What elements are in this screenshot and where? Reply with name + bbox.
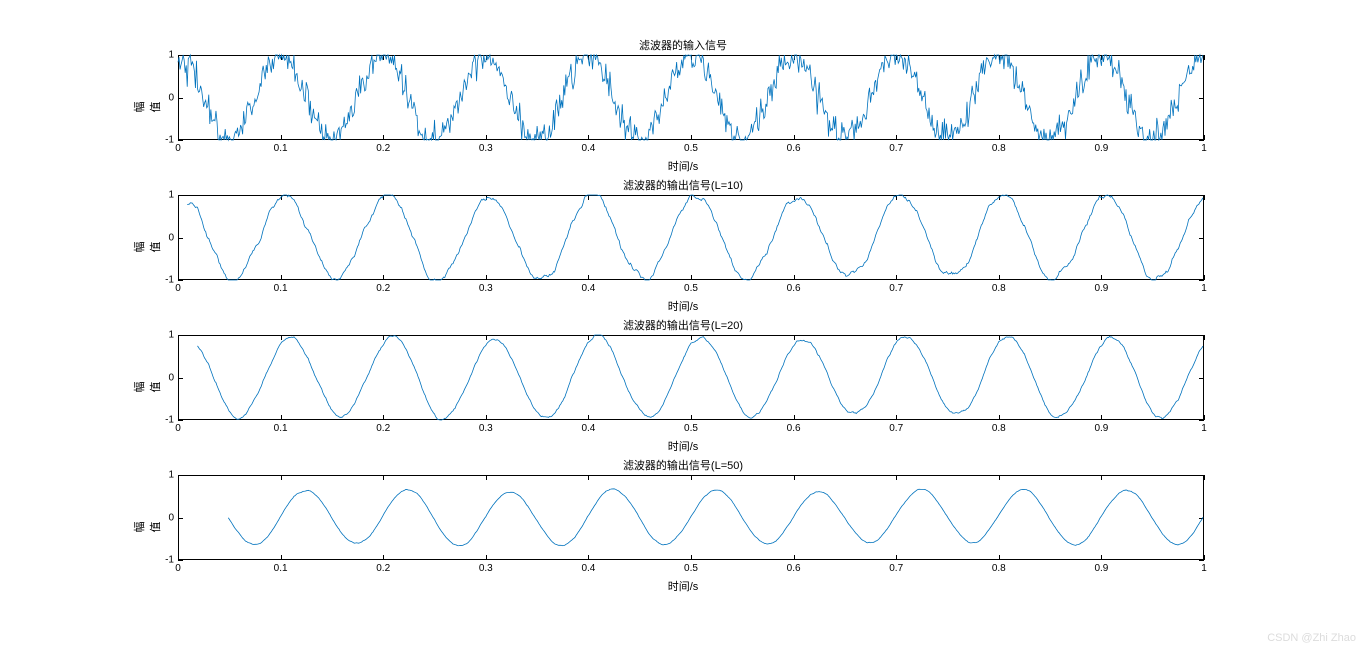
x-tick-label: 0.1 xyxy=(274,563,288,574)
y-tick xyxy=(178,560,183,561)
x-tick-label: 1 xyxy=(1201,283,1207,294)
x-tick-label: 1 xyxy=(1201,563,1207,574)
x-tick xyxy=(1204,275,1205,280)
y-tick-label: -1 xyxy=(156,275,174,286)
y-tick-right xyxy=(1199,420,1204,421)
x-tick-label: 0.8 xyxy=(992,143,1006,154)
x-tick-label: 0.7 xyxy=(889,143,903,154)
y-tick-label: 0 xyxy=(156,92,174,103)
x-tick-label: 0.2 xyxy=(376,143,390,154)
x-tick-label: 1 xyxy=(1201,143,1207,154)
y-tick xyxy=(178,420,183,421)
x-tick-label: 0.6 xyxy=(787,143,801,154)
x-tick-top xyxy=(1204,55,1205,60)
x-axis-label: 时间/s xyxy=(0,578,1366,594)
x-tick xyxy=(1204,415,1205,420)
y-tick-label: 0 xyxy=(156,232,174,243)
y-tick-label: -1 xyxy=(156,135,174,146)
signal-line xyxy=(178,335,1204,420)
x-tick-top xyxy=(1204,475,1205,480)
x-tick-label: 0.9 xyxy=(1094,563,1108,574)
x-tick-label: 1 xyxy=(1201,423,1207,434)
x-tick-label: 0.1 xyxy=(274,143,288,154)
x-tick-label: 0.5 xyxy=(684,143,698,154)
x-tick-label: 0.3 xyxy=(479,143,493,154)
x-tick-top xyxy=(1204,335,1205,340)
y-tick-right xyxy=(1199,280,1204,281)
y-tick-right xyxy=(1199,560,1204,561)
x-tick-label: 0.4 xyxy=(581,283,595,294)
subplot-3: 滤波器的输出信号(L=50)幅值时间/s00.10.20.30.40.50.60… xyxy=(0,475,1366,560)
x-tick-label: 0 xyxy=(175,143,181,154)
x-axis-label: 时间/s xyxy=(0,438,1366,454)
subplot-2: 滤波器的输出信号(L=20)幅值时间/s00.10.20.30.40.50.60… xyxy=(0,335,1366,420)
y-tick-label: 1 xyxy=(156,190,174,201)
x-tick-label: 0 xyxy=(175,283,181,294)
x-tick-label: 0.9 xyxy=(1094,143,1108,154)
x-axis-label: 时间/s xyxy=(0,298,1366,314)
x-tick-label: 0.5 xyxy=(684,563,698,574)
x-tick xyxy=(1204,135,1205,140)
plot-title: 滤波器的输出信号(L=20) xyxy=(0,317,1366,333)
x-tick-label: 0.3 xyxy=(479,283,493,294)
x-tick-label: 0.4 xyxy=(581,563,595,574)
x-tick-label: 0.1 xyxy=(274,423,288,434)
y-tick-label: 1 xyxy=(156,50,174,61)
x-tick-label: 0.6 xyxy=(787,563,801,574)
x-tick-label: 0.7 xyxy=(889,563,903,574)
y-tick-label: 1 xyxy=(156,330,174,341)
plot-title: 滤波器的输出信号(L=10) xyxy=(0,177,1366,193)
x-tick-label: 0.8 xyxy=(992,423,1006,434)
x-tick-label: 0.5 xyxy=(684,423,698,434)
y-tick-label: 0 xyxy=(156,512,174,523)
x-tick-label: 0.8 xyxy=(992,283,1006,294)
x-tick-label: 0.8 xyxy=(992,563,1006,574)
plot-title: 滤波器的输出信号(L=50) xyxy=(0,457,1366,473)
watermark: CSDN @Zhi Zhao xyxy=(1267,632,1356,644)
y-tick-label: -1 xyxy=(156,555,174,566)
x-tick-label: 0.3 xyxy=(479,423,493,434)
x-tick-label: 0.5 xyxy=(684,283,698,294)
figure: 滤波器的输入信号幅值时间/s00.10.20.30.40.50.60.70.80… xyxy=(0,0,1366,650)
subplot-0: 滤波器的输入信号幅值时间/s00.10.20.30.40.50.60.70.80… xyxy=(0,55,1366,140)
y-tick xyxy=(178,280,183,281)
x-tick-label: 0.2 xyxy=(376,563,390,574)
x-tick-label: 0.6 xyxy=(787,283,801,294)
x-tick-label: 0 xyxy=(175,423,181,434)
x-tick-top xyxy=(1204,195,1205,200)
x-tick-label: 0.2 xyxy=(376,423,390,434)
x-tick-label: 0 xyxy=(175,563,181,574)
y-tick-label: -1 xyxy=(156,415,174,426)
signal-line xyxy=(178,475,1204,560)
x-tick-label: 0.3 xyxy=(479,563,493,574)
x-tick xyxy=(1204,555,1205,560)
x-tick-label: 0.9 xyxy=(1094,283,1108,294)
x-tick-label: 0.7 xyxy=(889,423,903,434)
x-tick-label: 0.7 xyxy=(889,283,903,294)
x-tick-label: 0.4 xyxy=(581,143,595,154)
y-tick-label: 0 xyxy=(156,372,174,383)
subplot-1: 滤波器的输出信号(L=10)幅值时间/s00.10.20.30.40.50.60… xyxy=(0,195,1366,280)
x-tick-label: 0.6 xyxy=(787,423,801,434)
x-tick-label: 0.4 xyxy=(581,423,595,434)
x-tick-label: 0.2 xyxy=(376,283,390,294)
signal-line xyxy=(178,55,1204,140)
y-tick-label: 1 xyxy=(156,470,174,481)
x-axis-label: 时间/s xyxy=(0,158,1366,174)
y-tick xyxy=(178,140,183,141)
x-tick-label: 0.1 xyxy=(274,283,288,294)
plot-title: 滤波器的输入信号 xyxy=(0,37,1366,53)
x-tick-label: 0.9 xyxy=(1094,423,1108,434)
y-tick-right xyxy=(1199,140,1204,141)
signal-line xyxy=(178,195,1204,280)
